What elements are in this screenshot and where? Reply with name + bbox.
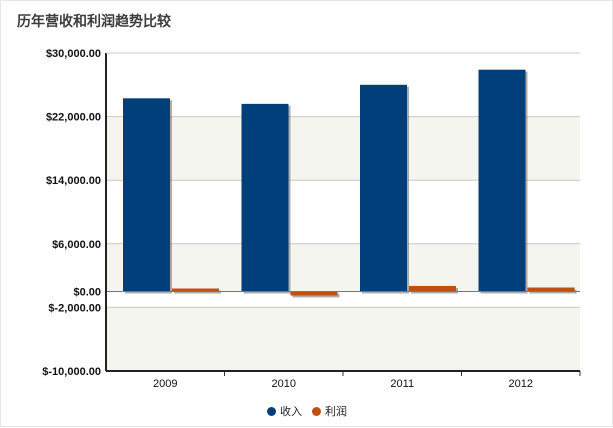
- x-tick-label: 2011: [390, 378, 414, 390]
- bar-revenue-2010: [241, 103, 289, 292]
- legend-item-revenue[interactable]: 收入: [267, 403, 302, 419]
- y-tick-label: $30,000.00: [46, 48, 101, 60]
- y-tick-label: $-10,000.00: [42, 366, 101, 378]
- bar-revenue-2009: [123, 98, 170, 292]
- y-tick-label: $14,000.00: [46, 175, 101, 187]
- legend-item-profit[interactable]: 利润: [312, 403, 347, 419]
- y-tick-label: $0.00: [73, 287, 101, 299]
- x-tick-label: 2009: [153, 378, 177, 390]
- legend-swatch-profit: [312, 406, 321, 416]
- plot-band: [106, 307, 580, 371]
- x-tick-label: 2010: [272, 378, 296, 390]
- bar-shadow: [292, 293, 340, 298]
- x-tick-label: 2012: [509, 378, 533, 390]
- y-tick-label: $-2,000.00: [48, 302, 101, 314]
- y-tick-label: $22,000.00: [46, 112, 101, 124]
- legend-label-profit: 利润: [325, 405, 347, 418]
- plot-band: [106, 291, 580, 308]
- legend-label-revenue: 收入: [280, 405, 302, 418]
- bar-profit-2010: [290, 291, 338, 296]
- bar-profit-2012: [527, 287, 575, 292]
- y-tick-label: $6,000.00: [52, 239, 101, 251]
- bar-profit-2009: [172, 288, 219, 292]
- bar-revenue-2012: [478, 69, 526, 292]
- bar-revenue-2011: [360, 84, 407, 292]
- legend-swatch-revenue: [267, 406, 276, 416]
- bar-profit-2011: [409, 285, 456, 292]
- chart-title: 历年营收和利润趋势比较: [17, 14, 171, 30]
- chart-legend: 收入 利润: [267, 403, 347, 419]
